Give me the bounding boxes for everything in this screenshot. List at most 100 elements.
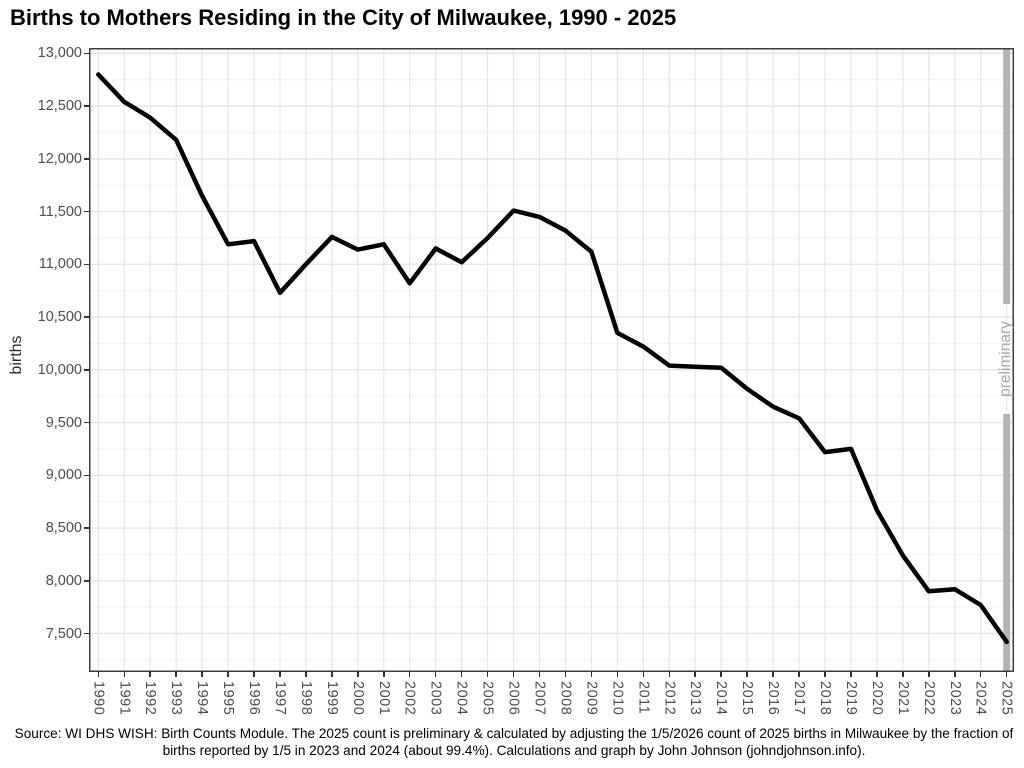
y-tick-label: 10,500 — [37, 309, 82, 326]
y-tick-mark — [84, 474, 89, 477]
y-tick-label: 12,500 — [37, 98, 82, 115]
x-tick-label: 2015 — [739, 681, 756, 716]
x-tick-mark — [460, 672, 463, 677]
x-tick-mark — [979, 672, 982, 677]
y-tick-mark — [84, 632, 89, 635]
x-tick-label: 2025 — [998, 681, 1015, 716]
x-tick-label: 2007 — [531, 681, 548, 716]
x-tick-mark — [642, 672, 645, 677]
x-tick-label: 2002 — [401, 681, 418, 716]
x-tick-label: 2014 — [713, 681, 730, 716]
x-tick-mark — [824, 672, 826, 677]
x-tick-mark — [383, 672, 385, 677]
x-tick-label: 1996 — [246, 681, 263, 716]
x-tick-mark — [408, 672, 411, 677]
y-tick-label: 11,500 — [38, 203, 82, 220]
chart-title: Births to Mothers Residing in the City o… — [10, 5, 677, 30]
x-tick-label: 2018 — [817, 681, 833, 716]
x-tick-label: 1997 — [271, 681, 288, 716]
y-tick-mark — [84, 52, 89, 55]
y-tick-mark — [84, 158, 89, 160]
x-tick-label: 2003 — [427, 681, 444, 716]
x-tick-label: 2020 — [868, 681, 885, 716]
y-tick-mark — [84, 263, 89, 266]
x-tick-label: 2012 — [661, 681, 678, 716]
y-tick-label: 10,000 — [37, 361, 82, 378]
x-tick-mark — [668, 672, 671, 677]
x-tick-label: 1999 — [323, 681, 340, 716]
x-tick-mark — [175, 672, 177, 677]
x-tick-mark — [305, 672, 307, 677]
x-tick-label: 1995 — [220, 681, 237, 716]
y-tick-label: 9,500 — [45, 414, 82, 431]
x-tick-label: 2022 — [920, 681, 937, 716]
x-tick-mark — [694, 672, 696, 677]
x-tick-mark — [486, 672, 489, 677]
x-tick-label: 1993 — [168, 681, 185, 716]
x-tick-label: 2001 — [375, 681, 392, 716]
x-tick-label: 2000 — [349, 681, 366, 716]
x-tick-label: 1994 — [194, 681, 211, 716]
x-tick-mark — [538, 672, 541, 677]
panel-border — [89, 48, 1014, 672]
x-tick-mark — [253, 672, 255, 677]
y-tick-label: 9,000 — [45, 467, 82, 484]
source-caption: Source: WI DHS WISH: Birth Counts Module… — [14, 726, 1014, 758]
y-tick-label: 8,000 — [45, 572, 82, 589]
x-tick-mark — [928, 672, 930, 677]
x-tick-mark — [434, 672, 437, 677]
y-tick-mark — [84, 580, 89, 582]
x-tick-mark — [616, 672, 619, 677]
y-tick-mark — [84, 316, 89, 318]
x-tick-label: 2006 — [505, 681, 522, 716]
x-tick-label: 2005 — [479, 681, 496, 716]
x-tick-mark — [357, 672, 359, 677]
y-tick-mark — [84, 105, 89, 107]
x-tick-label: 2010 — [609, 681, 626, 716]
x-tick-mark — [902, 672, 904, 677]
x-tick-mark — [954, 672, 956, 677]
y-tick-label: 11,000 — [38, 256, 82, 273]
y-tick-label: 8,500 — [45, 520, 82, 537]
x-tick-mark — [331, 672, 333, 677]
x-tick-mark — [798, 672, 800, 677]
x-tick-mark — [201, 672, 203, 677]
x-tick-mark — [746, 672, 748, 677]
x-tick-mark — [564, 672, 567, 677]
x-tick-label: 1998 — [297, 681, 314, 716]
x-tick-mark — [123, 672, 125, 677]
x-tick-mark — [1005, 672, 1008, 677]
x-tick-label: 1990 — [90, 681, 107, 716]
x-tick-label: 2011 — [635, 681, 652, 715]
x-tick-label: 1991 — [116, 681, 133, 716]
x-tick-mark — [590, 672, 593, 677]
x-tick-mark — [772, 672, 774, 677]
x-tick-label: 2013 — [687, 681, 704, 716]
preliminary-annotation-label: preliminary — [996, 321, 1014, 397]
x-tick-label: 2021 — [894, 681, 911, 716]
x-tick-label: 2019 — [842, 681, 859, 716]
x-tick-mark — [149, 672, 151, 677]
x-tick-mark — [97, 672, 100, 677]
x-tick-label: 2016 — [765, 681, 782, 716]
x-tick-mark — [876, 672, 878, 677]
x-tick-label: 2017 — [791, 681, 808, 716]
y-tick-label: 13,000 — [37, 45, 82, 62]
x-tick-mark — [850, 672, 852, 677]
x-tick-mark — [512, 672, 515, 677]
plot-panel — [89, 48, 1014, 672]
y-tick-mark — [84, 369, 89, 371]
births-data-line — [96, 72, 1009, 645]
y-tick-mark — [84, 527, 89, 529]
x-tick-label: 2024 — [972, 681, 989, 716]
x-tick-label: 2008 — [557, 681, 574, 716]
y-tick-label: 12,000 — [37, 150, 82, 167]
x-tick-label: 2009 — [583, 681, 600, 716]
x-tick-mark — [227, 672, 229, 677]
y-tick-mark — [84, 421, 89, 424]
y-tick-mark — [84, 210, 89, 213]
x-tick-mark — [720, 672, 722, 677]
line-chart-svg — [89, 48, 1014, 672]
y-tick-label: 7,500 — [45, 625, 82, 642]
